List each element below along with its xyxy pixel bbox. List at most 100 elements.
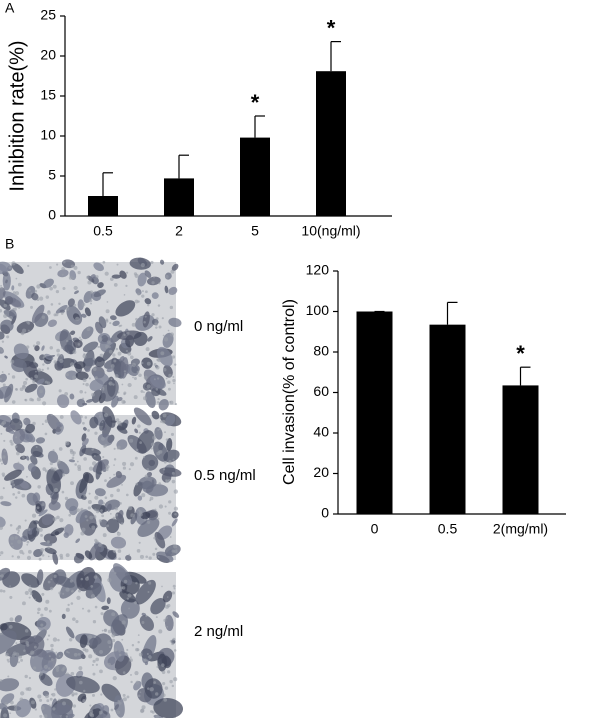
pore xyxy=(146,653,149,655)
pore xyxy=(135,581,138,585)
pore xyxy=(65,339,69,343)
pore xyxy=(50,467,54,471)
cell xyxy=(25,455,30,461)
pore xyxy=(99,353,104,358)
pore xyxy=(133,377,137,381)
pore xyxy=(68,638,73,642)
pore xyxy=(39,671,43,676)
pore xyxy=(26,643,30,647)
bar xyxy=(502,385,539,514)
pore xyxy=(104,413,108,418)
pore xyxy=(88,377,91,380)
pore xyxy=(165,438,169,441)
cell xyxy=(156,551,174,563)
pore xyxy=(10,700,14,705)
pore xyxy=(164,505,167,508)
pore xyxy=(87,429,90,432)
pore xyxy=(112,383,115,386)
pore xyxy=(59,553,63,558)
micrograph xyxy=(0,257,182,411)
pore xyxy=(173,382,175,385)
cell xyxy=(151,292,159,299)
pore xyxy=(17,282,22,287)
pore xyxy=(134,601,138,605)
pore xyxy=(39,389,43,394)
pore xyxy=(171,642,175,646)
cell xyxy=(89,416,99,429)
error-bar xyxy=(254,115,265,138)
cell xyxy=(50,492,58,500)
pore xyxy=(129,438,134,443)
pore xyxy=(117,549,122,553)
pore xyxy=(73,416,76,419)
pore xyxy=(87,642,90,646)
pore xyxy=(105,309,110,314)
pore xyxy=(44,627,47,631)
pore xyxy=(1,340,5,343)
pore xyxy=(143,518,147,522)
pore xyxy=(55,651,58,654)
pore xyxy=(89,709,94,714)
cell xyxy=(154,427,163,440)
pore xyxy=(25,377,29,381)
cell xyxy=(41,345,45,351)
pore xyxy=(113,359,117,363)
pore xyxy=(146,384,151,389)
pore xyxy=(91,448,94,451)
pore xyxy=(113,667,117,671)
pore xyxy=(171,479,176,484)
cell xyxy=(81,447,101,456)
pore xyxy=(98,415,102,418)
cell xyxy=(82,341,99,353)
pore xyxy=(77,589,82,593)
pore xyxy=(45,295,50,299)
pore xyxy=(90,585,94,588)
pore xyxy=(170,432,175,436)
cell xyxy=(99,420,106,431)
cell xyxy=(97,282,104,289)
pore xyxy=(21,493,26,498)
pore xyxy=(50,413,53,417)
pore xyxy=(138,373,142,378)
pore xyxy=(174,512,177,516)
pore xyxy=(121,638,124,641)
pore xyxy=(125,271,129,274)
panel-label: A xyxy=(5,0,15,16)
pore xyxy=(155,365,160,370)
cell xyxy=(46,468,61,494)
cell xyxy=(111,274,121,279)
pore xyxy=(111,638,116,643)
pore xyxy=(65,672,70,677)
pore xyxy=(36,298,40,302)
pore xyxy=(50,693,53,696)
pore xyxy=(50,578,53,581)
pore xyxy=(40,549,43,551)
pore xyxy=(32,421,36,426)
pore xyxy=(127,383,132,388)
pore xyxy=(140,708,145,713)
pore xyxy=(37,368,42,373)
pore xyxy=(0,285,2,287)
pore xyxy=(13,707,18,712)
cell xyxy=(11,263,24,274)
pore xyxy=(0,554,2,557)
pore xyxy=(172,375,175,378)
pore xyxy=(118,650,121,653)
pore xyxy=(82,607,84,610)
x-tick-label: 2 xyxy=(175,223,183,239)
pore xyxy=(174,363,177,366)
pore xyxy=(22,456,25,459)
pore xyxy=(115,347,119,351)
pore xyxy=(150,260,154,264)
pore xyxy=(105,319,109,323)
pore xyxy=(130,680,133,684)
cell xyxy=(110,536,127,549)
pore xyxy=(173,649,177,652)
pore xyxy=(167,479,171,482)
pore xyxy=(125,493,129,497)
micrograph-label: 0 ng/ml xyxy=(194,318,243,335)
pore xyxy=(4,276,7,279)
pore xyxy=(101,421,104,423)
pore xyxy=(49,462,53,466)
pore xyxy=(46,367,50,370)
